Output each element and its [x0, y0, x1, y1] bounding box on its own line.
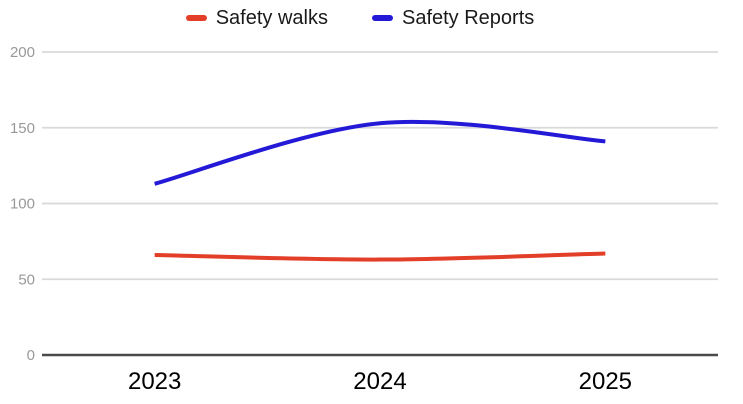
- x-tick-label: 2023: [128, 368, 181, 395]
- series-line-safety-reports: [154, 119, 606, 186]
- y-tick-label: 0: [27, 347, 35, 364]
- legend-label-safety-reports: Safety Reports: [401, 6, 535, 29]
- legend-label-safety-walks: Safety walks: [215, 6, 328, 29]
- legend-swatch-safety-reports: [371, 15, 393, 21]
- legend-swatch-safety-walks: [185, 15, 207, 21]
- chart-legend: Safety walks Safety Reports: [0, 4, 720, 32]
- legend-item-safety-walks: Safety walks: [185, 6, 328, 30]
- y-tick-label: 50: [18, 271, 35, 288]
- y-tick-label: 200: [10, 44, 35, 61]
- series-line-safety-walks: [154, 251, 606, 262]
- legend-item-safety-reports: Safety Reports: [371, 6, 535, 30]
- x-tick-label: 2024: [353, 368, 406, 395]
- x-tick-label: 2025: [579, 368, 632, 395]
- y-tick-label: 150: [10, 120, 35, 137]
- y-tick-label: 100: [10, 196, 35, 213]
